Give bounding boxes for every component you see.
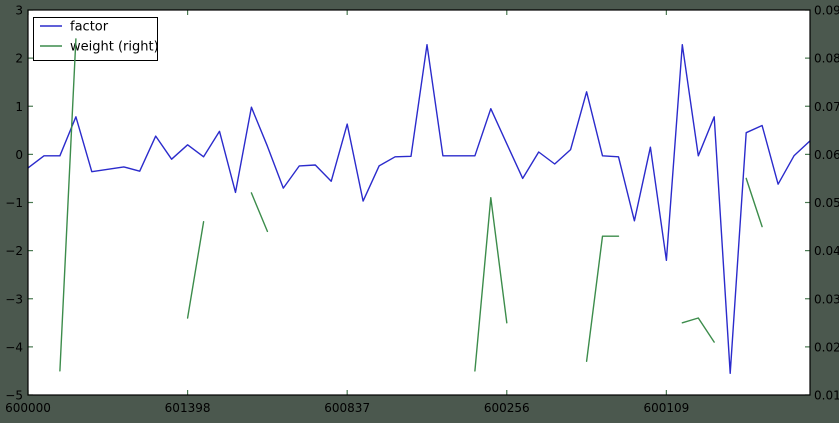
legend: factor weight (right) [33, 17, 159, 61]
factor-line [27, 44, 811, 374]
left-axis-tick-label: 3 [15, 4, 23, 18]
x-axis-tick-label: 600000 [5, 401, 51, 415]
legend-label-weight: weight (right) [70, 40, 159, 55]
right-axis-tick-label: 0.01 [814, 389, 839, 403]
axes-layer: 3 2 1 0 −1 −2 −3 −4 −5 0.09 0.08 0.07 0.06 0.05 0.04 0.… [5, 4, 839, 416]
right-axis-tick-label: 0.04 [814, 244, 839, 258]
legend-box [33, 17, 158, 61]
right-axis-tick-label: 0.08 [814, 52, 839, 66]
right-axis-tick-label: 0.07 [814, 100, 839, 114]
weight-line-layer [59, 38, 763, 372]
right-axis-tick-label: 0.05 [814, 196, 839, 210]
left-axis-tick-label: −5 [5, 389, 23, 403]
left-axis-tick-label: 1 [15, 100, 23, 114]
left-axis-tick-label: −2 [5, 244, 23, 258]
weight-line [681, 317, 715, 343]
left-axis-tick-label: −4 [5, 340, 23, 354]
weight-line [59, 38, 77, 372]
left-axis-tick-label: −1 [5, 196, 23, 210]
left-axis-tick-label: 0 [15, 148, 23, 162]
x-axis-tick-label: 601398 [165, 401, 211, 415]
x-axis-tick-label: 600256 [484, 401, 530, 415]
left-axis-tick-label: −3 [5, 292, 23, 306]
spines-layer [27, 9, 811, 396]
right-axis-tick-label: 0.03 [814, 292, 839, 306]
factor-line-layer [27, 44, 811, 374]
x-axis-tick-label: 600109 [643, 401, 689, 415]
plot-area [28, 10, 810, 395]
weight-line [745, 177, 763, 228]
right-axis-tick-label: 0.02 [814, 340, 839, 354]
right-axis-tick-label: 0.06 [814, 148, 839, 162]
legend-label-factor: factor [70, 20, 109, 35]
x-axis-tick-label: 600837 [324, 401, 370, 415]
weight-line [250, 192, 269, 233]
right-axis-tick-label: 0.09 [814, 4, 839, 18]
weight-line [585, 235, 620, 362]
plot-spines [27, 9, 811, 396]
weight-line [186, 220, 205, 319]
left-axis-tick-label: 2 [15, 52, 23, 66]
weight-line [474, 196, 508, 372]
